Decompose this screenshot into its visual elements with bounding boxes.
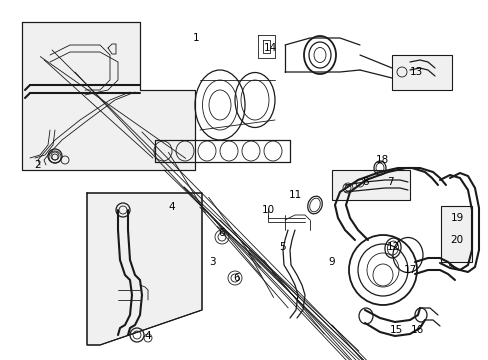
Text: 3: 3 <box>208 257 215 267</box>
Text: 2: 2 <box>35 160 41 170</box>
Text: 10: 10 <box>261 205 274 215</box>
Text: 17: 17 <box>403 265 416 275</box>
Polygon shape <box>22 22 195 170</box>
Text: 12: 12 <box>386 242 399 252</box>
Text: 16: 16 <box>409 325 423 335</box>
Text: 5: 5 <box>279 242 286 252</box>
Polygon shape <box>87 193 202 345</box>
Text: 14: 14 <box>263 43 276 53</box>
Text: 11: 11 <box>288 190 301 200</box>
Text: 6: 6 <box>218 228 225 238</box>
Text: 7: 7 <box>386 177 392 187</box>
Text: 8: 8 <box>362 177 368 187</box>
Text: 19: 19 <box>449 213 463 223</box>
Bar <box>440 206 471 262</box>
Text: 9: 9 <box>328 257 335 267</box>
Bar <box>331 170 409 200</box>
Text: 6: 6 <box>233 273 240 283</box>
Text: 15: 15 <box>388 325 402 335</box>
Text: 1: 1 <box>192 33 199 43</box>
Text: 13: 13 <box>408 67 422 77</box>
Text: 18: 18 <box>375 155 388 165</box>
Text: 4: 4 <box>144 331 151 341</box>
Text: 20: 20 <box>449 235 463 245</box>
Text: 4: 4 <box>168 202 175 212</box>
Bar <box>391 55 451 90</box>
